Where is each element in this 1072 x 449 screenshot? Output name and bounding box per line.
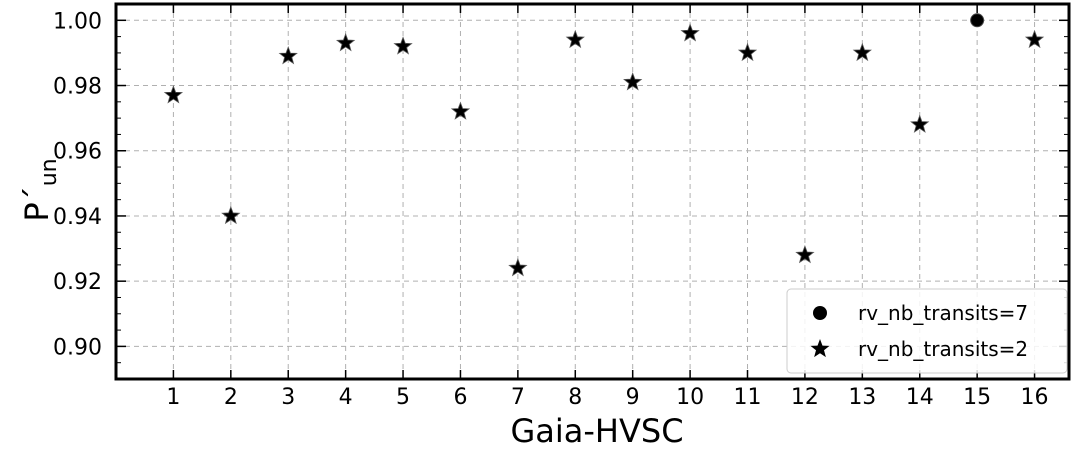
y-tick-label: 0.94: [53, 205, 102, 230]
x-tick-label: 11: [734, 385, 762, 410]
data-point-star: [336, 32, 356, 52]
x-tick-label: 9: [626, 385, 640, 410]
data-point-circle: [970, 13, 985, 28]
legend-marker-star: [810, 339, 830, 358]
data-point-star: [508, 257, 528, 277]
x-tick-label: 3: [281, 385, 295, 410]
x-tick-label: 8: [568, 385, 582, 410]
x-axis-label: Gaia-HVSC: [510, 412, 683, 449]
data-point-star: [163, 85, 184, 104]
y-axis-ticks: 0.90 0.92 0.94 0.96 0.98 1.00: [53, 3, 1069, 380]
data-point-star: [393, 36, 413, 55]
data-point-star: [1024, 29, 1045, 49]
x-tick-label: 13: [848, 385, 876, 410]
x-tick-label: 2: [224, 385, 238, 410]
x-tick-label: 16: [1021, 385, 1049, 410]
data-point-star: [450, 101, 471, 120]
x-tick-label: 10: [676, 385, 704, 410]
legend-marker-circle: [813, 306, 827, 320]
plot-frame: [114, 2, 1071, 381]
y-tick-label: 0.96: [53, 140, 102, 165]
y-tick-label: 0.92: [53, 270, 102, 295]
legend-box: [786, 288, 1068, 374]
x-tick-label: 1: [166, 385, 180, 410]
data-point-star: [795, 244, 815, 264]
x-axis-ticks: 1 2 3 4 5 6 7 8 9 10 11 12 13 14 15 16: [166, 4, 1049, 410]
y-axis-label-subscript: un: [37, 158, 62, 186]
y-tick-label: 0.90: [53, 335, 102, 360]
x-tick-label: 15: [963, 385, 991, 410]
legend: rv_nb_transits=7 rv_nb_transits=2: [786, 288, 1068, 374]
y-tick-label: 1.00: [53, 9, 102, 34]
data-point-star: [737, 42, 758, 62]
x-tick-label: 5: [396, 385, 410, 410]
x-tick-label: 14: [906, 385, 934, 410]
data-point-star: [565, 29, 585, 49]
y-tick-label: 0.98: [53, 75, 102, 100]
y-axis-label: P´un: [18, 158, 62, 221]
svg-text:P´un: P´un: [18, 158, 62, 221]
data-point-star: [680, 23, 700, 42]
y-axis-label-main: P´: [18, 186, 56, 221]
legend-label-series-1: rv_nb_transits=7: [858, 301, 1028, 325]
data-point-star: [278, 46, 298, 65]
data-point-star: [623, 72, 643, 91]
legend-label-series-2: rv_nb_transits=2: [858, 337, 1028, 361]
x-tick-label: 12: [791, 385, 819, 410]
x-tick-label: 6: [453, 385, 467, 410]
data-points: [163, 13, 1045, 277]
x-tick-label: 7: [511, 385, 525, 410]
data-point-star: [852, 42, 872, 62]
data-point-star: [910, 114, 930, 133]
data-point-star: [221, 205, 241, 225]
x-tick-label: 4: [339, 385, 353, 410]
